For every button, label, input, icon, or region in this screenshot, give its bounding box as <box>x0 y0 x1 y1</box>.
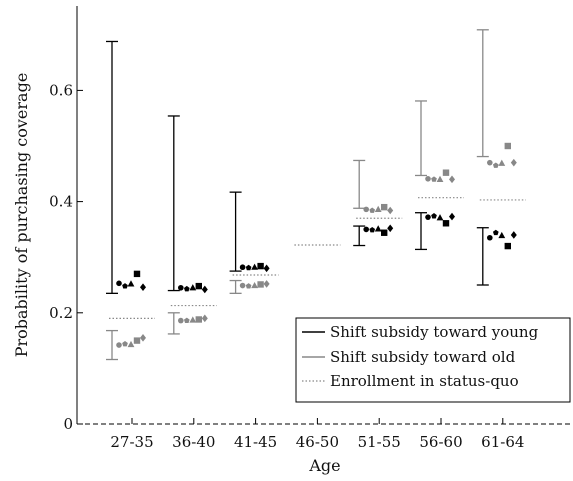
young-point-circle <box>425 214 431 220</box>
old-point-circle <box>487 159 493 166</box>
old-point-circle <box>178 317 184 324</box>
x-tick-label: 61-64 <box>481 433 524 451</box>
old-point-circle <box>239 282 246 289</box>
young-point-circle <box>239 264 246 271</box>
old-point-circle <box>116 342 122 348</box>
legend: Shift subsidy toward young Shift subsidy… <box>295 317 571 403</box>
old-point-pentagon <box>245 283 252 289</box>
range-bars-layer <box>106 29 489 361</box>
young-point-triangle <box>127 280 135 287</box>
old-point-square <box>442 169 450 176</box>
old-point-square <box>195 316 202 323</box>
x-tick-label: 41-45 <box>234 433 277 451</box>
young-point-pentagon <box>122 283 128 289</box>
young-point-square <box>257 262 264 270</box>
points-layer <box>116 142 517 348</box>
y-tick-label: 0 <box>63 415 73 433</box>
x-axis-title: Age <box>308 456 340 475</box>
old-point-pentagon <box>492 162 499 168</box>
old-point-pentagon <box>122 340 128 347</box>
old-point-square <box>381 203 388 211</box>
old-point-diamond <box>201 314 208 323</box>
x-tick-label: 51-55 <box>358 433 401 451</box>
y-axis-title: Probability of purchasing coverage <box>12 73 31 358</box>
young-point-triangle <box>189 284 197 291</box>
x-tick-label: 46-50 <box>296 433 339 451</box>
young-point-square <box>381 229 388 236</box>
y-tick-label: 0.4 <box>49 193 73 211</box>
x-tick-label: 27-35 <box>110 433 153 451</box>
old-point-diamond <box>510 158 517 167</box>
young-point-square <box>195 282 202 290</box>
young-point-triangle <box>436 214 444 221</box>
old-point-pentagon <box>431 176 437 182</box>
young-point-diamond <box>140 283 146 292</box>
status-quo-layer <box>109 197 526 319</box>
old-point-pentagon <box>183 317 190 324</box>
old-point-triangle <box>498 159 506 166</box>
young-point-pentagon <box>245 264 252 271</box>
y-tick-label: 0.6 <box>49 81 73 99</box>
young-point-triangle <box>374 225 382 232</box>
young-point-circle <box>487 234 493 241</box>
young-point-pentagon <box>431 213 437 219</box>
young-point-circle <box>363 226 370 233</box>
y-tick-label: 0.2 <box>49 304 73 322</box>
old-point-square <box>504 142 511 150</box>
x-ticks: 27-35 36-40 41-45 46-50 51-55 56-60 61-64 <box>110 418 524 451</box>
young-point-diamond <box>201 285 208 294</box>
young-point-diamond <box>449 212 455 221</box>
legend-label-old: Shift subsidy toward old <box>330 348 516 366</box>
y-ticks: 0 0.2 0.4 0.6 <box>49 81 83 433</box>
old-point-pentagon <box>369 207 376 213</box>
young-point-triangle <box>498 231 506 239</box>
old-point-square <box>257 281 264 288</box>
young-point-triangle <box>251 263 258 270</box>
legend-label-status-quo: Enrollment in status-quo <box>330 372 519 390</box>
x-tick-label: 56-60 <box>419 433 462 451</box>
young-point-circle <box>116 280 122 287</box>
young-point-circle <box>178 284 184 291</box>
young-point-pentagon <box>183 285 190 292</box>
old-point-triangle <box>189 316 197 323</box>
old-point-diamond <box>140 334 146 342</box>
legend-label-young: Shift subsidy toward young <box>330 323 539 341</box>
old-point-square <box>133 337 141 344</box>
young-point-diamond <box>263 264 270 273</box>
young-point-pentagon <box>369 226 376 233</box>
old-point-circle <box>425 176 431 182</box>
young-point-diamond <box>510 231 517 239</box>
old-point-triangle <box>374 205 382 212</box>
young-point-pentagon <box>492 229 499 236</box>
x-tick-label: 36-40 <box>172 433 215 451</box>
old-point-diamond <box>263 280 270 288</box>
young-point-square <box>504 242 511 250</box>
old-point-diamond <box>387 206 394 215</box>
old-point-triangle <box>251 281 258 289</box>
old-point-triangle <box>127 340 135 348</box>
young-point-diamond <box>387 224 394 233</box>
young-point-square <box>442 220 450 227</box>
old-point-diamond <box>449 175 455 184</box>
legend-box <box>295 317 571 403</box>
old-point-circle <box>363 206 370 213</box>
old-point-triangle <box>436 175 444 182</box>
young-point-square <box>133 270 141 278</box>
